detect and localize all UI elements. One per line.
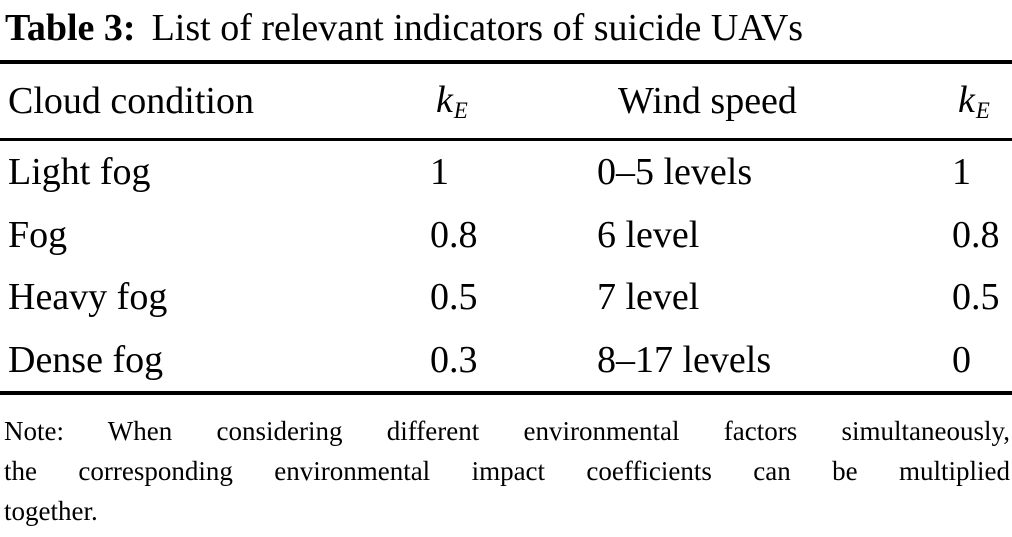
- table-bottom-rule: [0, 391, 1012, 395]
- table-caption: Table 3: List of relevant indicators of s…: [0, 0, 1012, 60]
- table-row: Light fog 1 0–5 levels 1: [0, 141, 1012, 204]
- column-header-ke-cloud: kE: [430, 78, 597, 124]
- table-header-rule: [0, 138, 1012, 141]
- table-row: Fog 0.8 6 level 0.8: [0, 204, 1012, 267]
- table-header-row: Cloud condition kE Wind speed kE: [0, 64, 1012, 138]
- cell-ke-cloud: 1: [430, 151, 449, 194]
- cell-wind-speed: 8–17 levels: [597, 338, 772, 381]
- cell-ke-wind: 0.8: [952, 213, 1000, 256]
- ke-subscript: E: [975, 97, 990, 123]
- note-line: Note: When considering different environ…: [4, 416, 1010, 446]
- ke-symbol: k: [436, 79, 453, 122]
- cell-cloud-condition: Light fog: [8, 151, 151, 194]
- cell-ke-cloud: 0.8: [430, 213, 478, 256]
- cell-ke-wind: 1: [952, 151, 971, 194]
- cell-cloud-condition: Heavy fog: [8, 276, 168, 319]
- ke-subscript: E: [453, 97, 468, 123]
- column-header-wind-speed: Wind speed: [618, 80, 797, 122]
- cell-wind-speed: 0–5 levels: [597, 151, 753, 194]
- table-caption-label: Table 3:: [5, 7, 136, 49]
- table-row: Dense fog 0.3 8–17 levels 0: [0, 329, 1012, 392]
- table-row: Heavy fog 0.5 7 level 0.5: [0, 266, 1012, 329]
- cell-ke-cloud: 0.3: [430, 338, 478, 381]
- column-header-ke-wind: kE: [952, 78, 1012, 124]
- cell-wind-speed: 6 level: [597, 213, 700, 256]
- ke-symbol: k: [958, 79, 975, 122]
- cell-cloud-condition: Fog: [8, 213, 68, 256]
- table-caption-text: List of relevant indicators of suicide U…: [151, 7, 804, 49]
- column-header-cloud-condition: Cloud condition: [8, 80, 254, 122]
- cell-cloud-condition: Dense fog: [8, 338, 164, 381]
- note-line: together.: [4, 496, 98, 526]
- note-line: the corresponding environmental impact c…: [4, 456, 1010, 486]
- table-top-rule: [0, 60, 1012, 64]
- table-body: Light fog 1 0–5 levels 1 Fog 0.8 6 level…: [0, 141, 1012, 391]
- cell-wind-speed: 7 level: [597, 276, 700, 319]
- table-note: Note: When considering different environ…: [0, 395, 1012, 531]
- cell-ke-cloud: 0.5: [430, 276, 478, 319]
- cell-ke-wind: 0.5: [952, 276, 1000, 319]
- cell-ke-wind: 0: [952, 338, 971, 381]
